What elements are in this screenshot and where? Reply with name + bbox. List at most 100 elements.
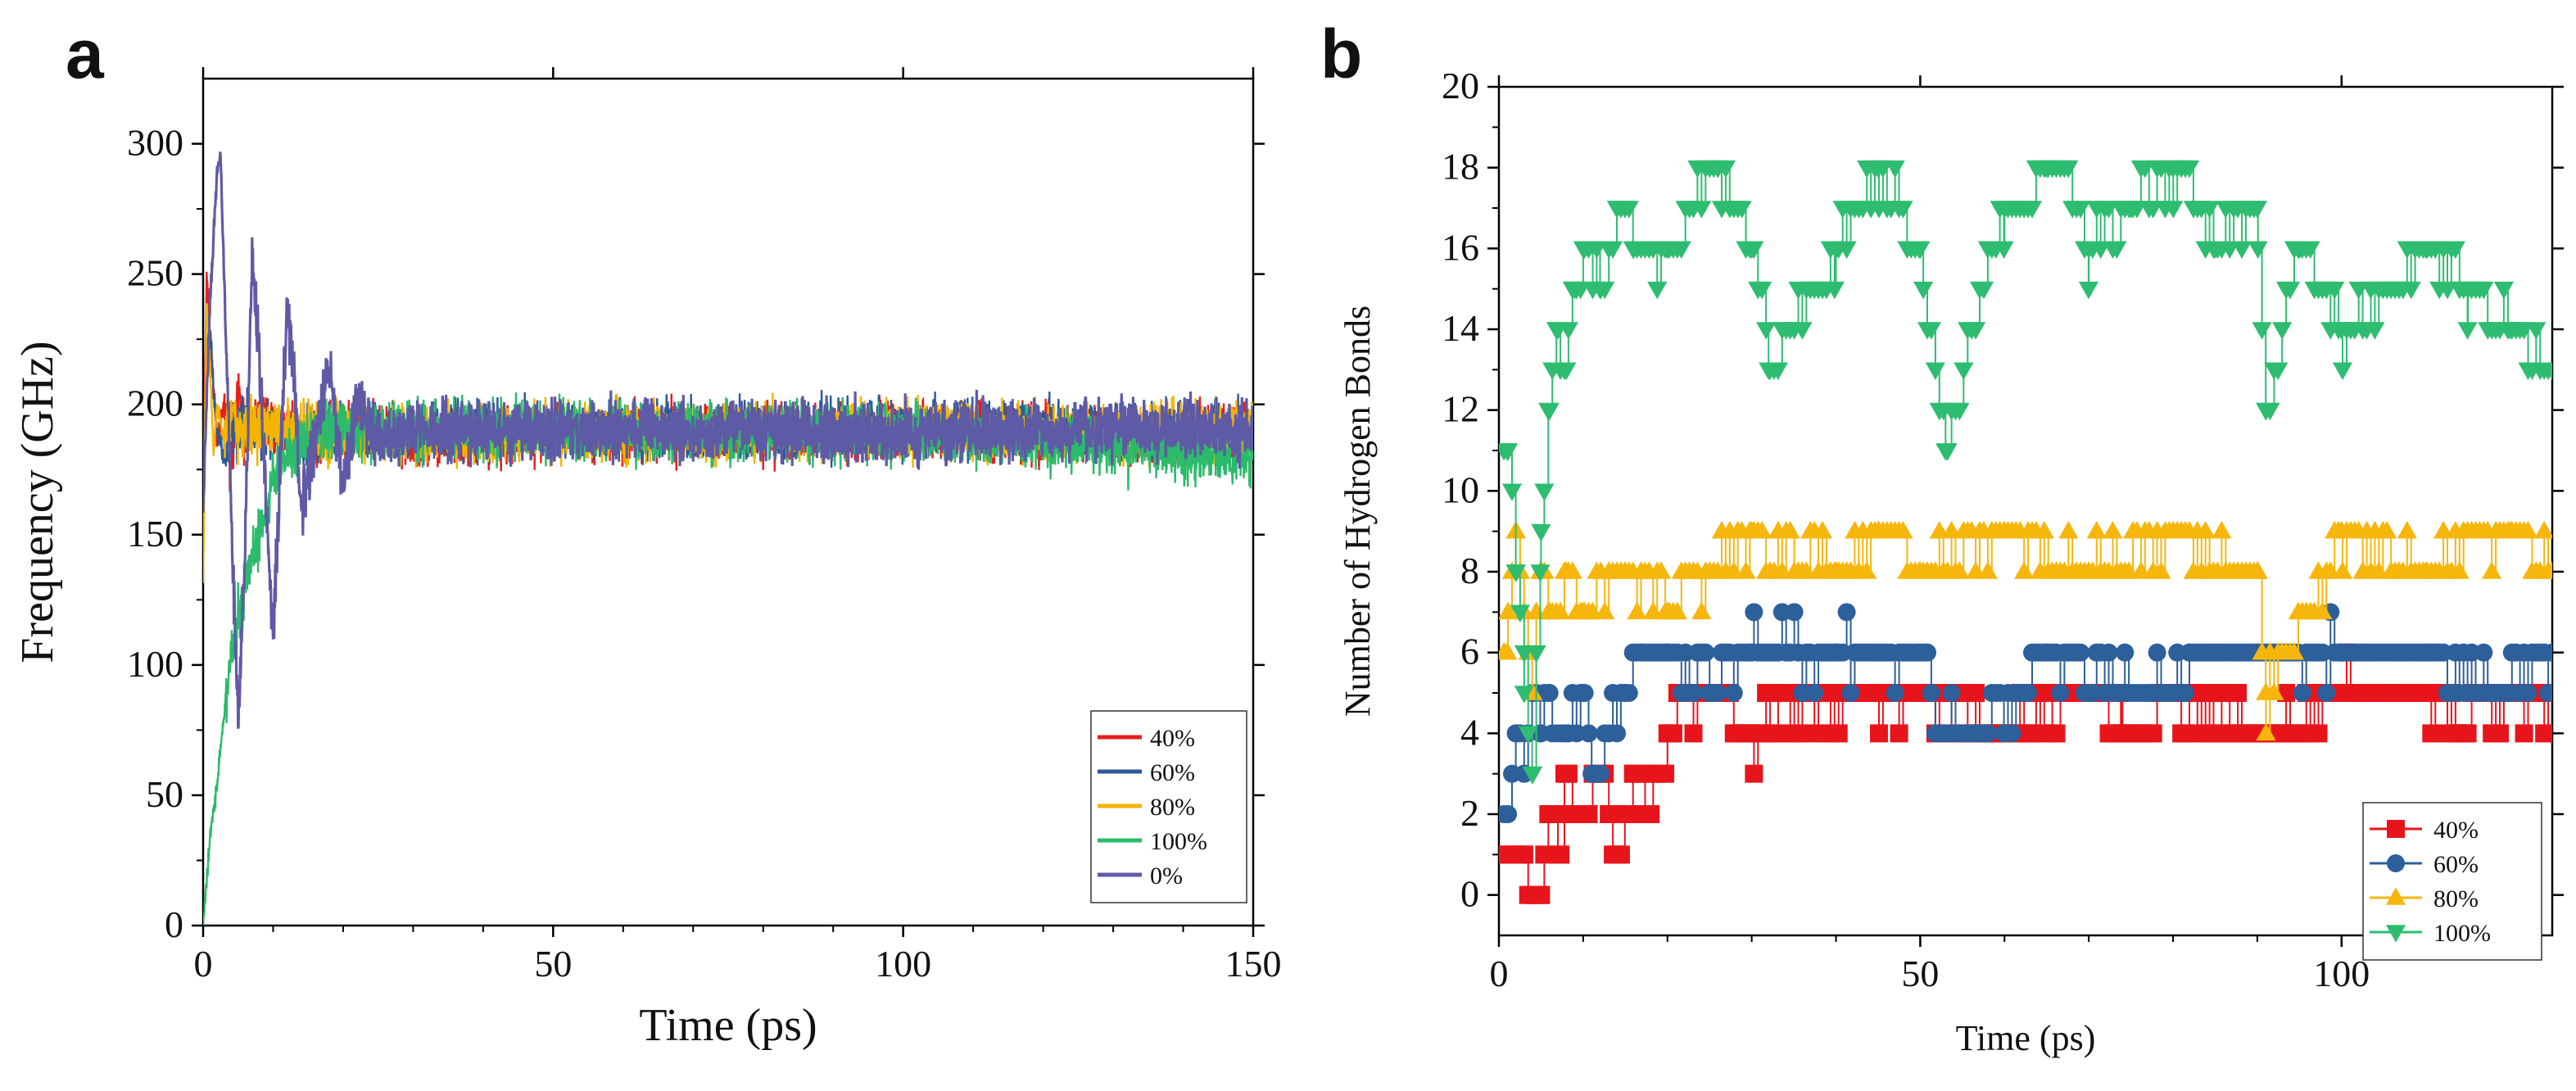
data-point — [2058, 160, 2079, 179]
data-point — [2535, 724, 2552, 743]
data-point — [1837, 603, 1856, 622]
data-point — [1978, 724, 1997, 743]
data-point — [1667, 601, 1687, 620]
data-point — [1558, 322, 1579, 340]
x-tick-label: 50 — [534, 943, 572, 985]
y-tick-label: 10 — [1442, 469, 1479, 510]
series-100% — [1499, 160, 2552, 785]
data-point — [2034, 521, 2054, 539]
data-point — [1619, 805, 1638, 823]
series-80% — [1499, 521, 2552, 741]
data-point — [1893, 521, 1913, 539]
data-point — [2058, 521, 2079, 539]
data-point — [2519, 684, 2538, 702]
data-point — [2279, 281, 2301, 300]
data-point — [2482, 561, 2502, 579]
data-point — [2070, 201, 2091, 219]
data-point — [2099, 643, 2118, 662]
panel-b-label: b — [1320, 16, 1362, 93]
data-point — [2542, 362, 2552, 380]
data-point — [2332, 362, 2353, 380]
data-point — [1531, 523, 1551, 542]
data-point — [1857, 561, 1877, 579]
data-point — [2144, 724, 2162, 743]
data-point — [1886, 684, 1904, 702]
data-point — [2293, 684, 2311, 702]
data-point — [2491, 724, 2510, 743]
data-point — [1534, 483, 1555, 501]
y-tick-label: 16 — [1442, 226, 1479, 268]
y-tick-label: 300 — [127, 122, 183, 164]
data-point — [1724, 684, 1743, 702]
data-point — [1922, 684, 1940, 702]
data-point — [1499, 642, 1518, 660]
data-point — [2231, 241, 2252, 259]
legend-marker-100% — [2385, 925, 2406, 943]
data-point — [1965, 322, 1986, 340]
data-point — [2317, 684, 2336, 702]
data-point — [1656, 764, 1675, 783]
data-point — [1709, 684, 1727, 702]
data-point — [2021, 201, 2043, 219]
chart-panel-b: 0 50 100 0 2 4 6 8 10 12 14 16 18 20 Time (ps) Number o… — [1338, 65, 2564, 1058]
data-point — [2300, 241, 2320, 259]
data-point — [2103, 521, 2123, 539]
data-point — [1608, 724, 1627, 743]
data-point — [1539, 402, 1560, 421]
data-point — [2445, 241, 2465, 259]
data-point — [1893, 201, 1913, 219]
data-point — [1994, 241, 2014, 259]
data-point — [2247, 201, 2268, 219]
data-point — [2260, 402, 2280, 421]
data-point — [1829, 724, 1848, 743]
data-point — [1949, 561, 1970, 579]
data-point — [2107, 241, 2127, 259]
data-point — [2493, 281, 2515, 300]
data-point — [2051, 684, 2070, 702]
legend-label-100%: 100% — [1150, 828, 1207, 855]
data-point — [1764, 724, 1783, 743]
data-point — [1684, 724, 1703, 743]
chart-panel-a: 0 50 100 150 0 50 100 150 200 250 300 Time (ps) Freq… — [12, 67, 1282, 1051]
legend-label-80%: 80% — [1150, 794, 1195, 821]
data-point — [1518, 726, 1538, 744]
data-point — [1885, 160, 1905, 179]
data-point — [1745, 603, 1763, 622]
data-point — [2014, 561, 2035, 579]
data-point — [1696, 643, 1715, 662]
data-point — [1921, 322, 1942, 340]
legend-label-60%: 60% — [1150, 759, 1195, 786]
y-tick-label: 200 — [127, 383, 183, 424]
legend: 40% 60% 80% 100% 0% — [1090, 710, 1247, 903]
y-tick-label: 250 — [127, 252, 183, 294]
data-point — [1937, 443, 1958, 461]
legend-label-60%: 60% — [2433, 851, 2479, 878]
y-axis-label: Frequency (GHz) — [12, 341, 63, 663]
data-point — [1824, 281, 1845, 300]
data-point — [1526, 645, 1546, 663]
data-point — [2457, 322, 2478, 340]
data-point — [2195, 521, 2216, 539]
data-point — [1510, 604, 1530, 622]
data-point — [2542, 561, 2552, 579]
data-point — [2474, 643, 2493, 662]
data-point — [1918, 643, 1937, 662]
data-point — [2252, 322, 2272, 340]
data-point — [1664, 724, 1682, 743]
data-point — [2071, 643, 2090, 662]
x-tick-label: 150 — [1225, 943, 1282, 985]
y-tick-label: 4 — [1460, 711, 1479, 753]
data-point — [2397, 521, 2417, 539]
data-point — [2256, 722, 2276, 741]
x-tick-label: 0 — [194, 943, 213, 985]
data-point — [1602, 241, 1623, 259]
data-point — [2309, 724, 2328, 743]
data-point — [1949, 402, 1970, 421]
data-point — [1575, 684, 1594, 702]
legend: 40% 60% 80% 100% — [2362, 802, 2542, 961]
data-point — [2534, 521, 2552, 539]
data-point — [1562, 561, 1582, 579]
data-point — [2148, 643, 2166, 662]
data-point — [2526, 322, 2547, 340]
